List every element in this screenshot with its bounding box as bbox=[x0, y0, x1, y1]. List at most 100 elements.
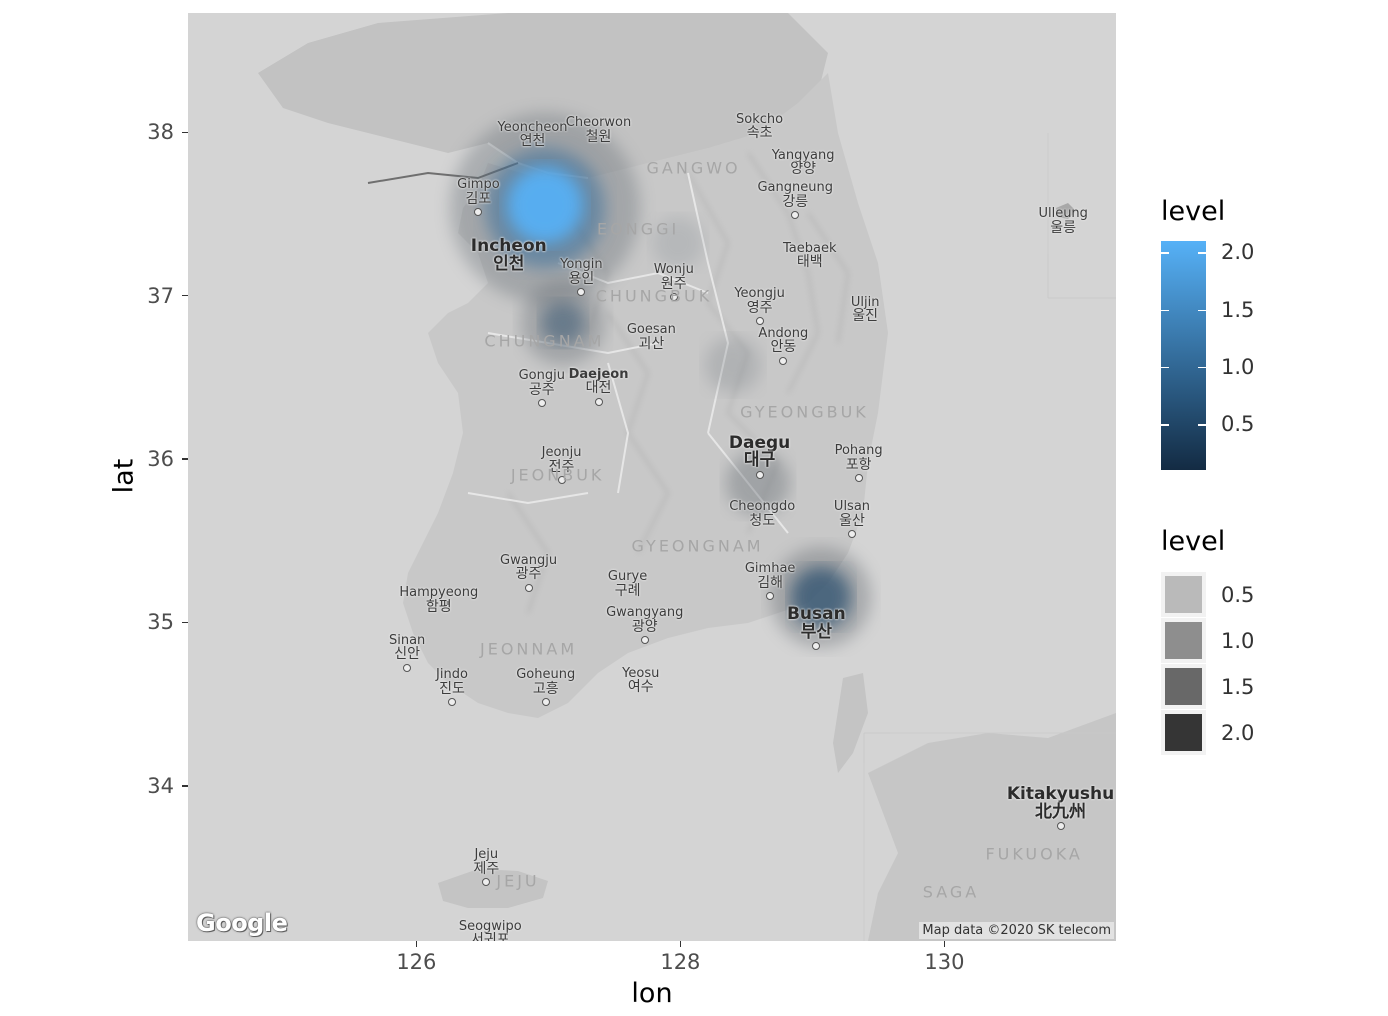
city-name-ko: 울릉 bbox=[1050, 220, 1077, 237]
city-name-ko: 제주 bbox=[473, 860, 500, 877]
region-label-jeonbuk: JEONBUK bbox=[510, 465, 605, 485]
city-name-ko: 양양 bbox=[790, 161, 817, 178]
city-name-en: Sokcho bbox=[736, 111, 784, 127]
city-label-jeonju: Jeonju 전주 bbox=[542, 446, 582, 474]
city-name-ko: 구례 bbox=[614, 582, 641, 599]
city-label-gurye: Gurye 구례 bbox=[608, 570, 647, 598]
city-name-en: Taebaek bbox=[782, 240, 837, 256]
city-name-en: Gurye bbox=[607, 569, 648, 585]
city-name-ko: 신안 bbox=[394, 646, 420, 663]
legend-colorbar bbox=[1161, 241, 1206, 470]
city-marker-icon bbox=[1056, 821, 1065, 830]
city-name-ko: 김해 bbox=[757, 574, 784, 591]
region-label-gyeongnam: GYEONGNAM bbox=[631, 536, 764, 556]
colorbar-label: 0.5 bbox=[1221, 412, 1255, 437]
city-label-busan: Busan 부산 bbox=[787, 605, 846, 642]
city-name-ko: 철원 bbox=[585, 128, 612, 145]
city-marker-icon bbox=[537, 399, 546, 408]
city-label-yongin: Yongin 용인 bbox=[560, 258, 603, 286]
city-name-ko: 공주 bbox=[528, 381, 555, 398]
city-name-en: Ulsan bbox=[833, 498, 871, 514]
x-tick bbox=[943, 941, 946, 947]
city-name-en: Andong bbox=[758, 325, 809, 341]
city-name-en: Goheung bbox=[516, 667, 576, 683]
city-marker-icon bbox=[557, 475, 566, 484]
city-name-ko: 광양 bbox=[631, 618, 658, 635]
city-label-gwangyang: Gwangyang 광양 bbox=[606, 606, 683, 634]
city-label-sinan: Sinan 신안 bbox=[389, 634, 425, 662]
city-name-ko: 태백 bbox=[796, 254, 823, 271]
city-name-ko: 고흥 bbox=[532, 680, 559, 697]
city-marker-icon bbox=[766, 591, 775, 600]
y-tick-label: 37 bbox=[147, 283, 174, 308]
city-name-en: Wonju bbox=[653, 261, 694, 277]
y-tick-label: 36 bbox=[147, 447, 174, 472]
x-tick-label: 126 bbox=[396, 950, 437, 974]
region-label-chungnam: CHUNGNAM bbox=[484, 331, 605, 351]
city-marker-icon bbox=[474, 208, 483, 216]
city-name-ko: 강릉 bbox=[782, 193, 809, 210]
city-name-en: Yeoncheon bbox=[497, 119, 568, 135]
city-label-goesan: Goesan 괴산 bbox=[627, 323, 676, 351]
city-label-yeosu: Yeosu 여수 bbox=[622, 665, 660, 695]
city-label-jeju: Jeju 제주 bbox=[473, 848, 499, 876]
city-label-kitakyushu: Kitakyushu 北九州 bbox=[1006, 783, 1115, 822]
city-name-ko: 원주 bbox=[660, 275, 687, 292]
land-tsushima bbox=[833, 673, 868, 773]
city-name-en: Gongju bbox=[518, 368, 565, 384]
city-label-sokcho: Sokcho 속초 bbox=[736, 113, 783, 141]
alpha-legend-swatch bbox=[1165, 714, 1202, 751]
alpha-legend-label: 0.5 bbox=[1221, 583, 1255, 607]
city-name-en: Pohang bbox=[834, 443, 883, 459]
colorbar-tick bbox=[1198, 366, 1206, 369]
density-andong bbox=[705, 337, 761, 393]
map-panel: Yeoncheon 연천 Cheorwon 철원 Sokcho 속초 Yangyang 양양 G… bbox=[188, 13, 1116, 941]
city-label-cheongdo: Cheongdo 청도 bbox=[729, 500, 795, 528]
alpha-legend-label: 1.0 bbox=[1221, 629, 1255, 653]
city-label-uljin: Uljin 울진 bbox=[851, 295, 880, 324]
city-name-ko: 北九州 bbox=[1035, 801, 1087, 822]
city-marker-icon bbox=[847, 529, 856, 538]
colorbar-tick bbox=[1161, 252, 1169, 254]
colorbar-tick bbox=[1161, 309, 1169, 312]
city-label-ulsan: Ulsan 울산 bbox=[834, 500, 870, 528]
city-name-en: Jindo bbox=[436, 667, 468, 683]
city-name-en: Yeosu bbox=[622, 665, 660, 681]
google-logo: Google bbox=[196, 909, 288, 937]
alpha-legend-key bbox=[1161, 618, 1206, 663]
city-label-ulleung: Ulleung 울릉 bbox=[1038, 207, 1087, 235]
x-axis-title: lon bbox=[631, 978, 673, 1009]
alpha-legend-key bbox=[1161, 664, 1206, 709]
city-name-ko: 부산 bbox=[800, 621, 832, 642]
city-label-wonju: Wonju 원주 bbox=[654, 263, 694, 291]
city-marker-icon bbox=[640, 636, 649, 645]
city-name-en: Gimpo bbox=[457, 177, 500, 192]
y-tick-label: 38 bbox=[147, 120, 174, 145]
city-marker-icon bbox=[541, 698, 550, 707]
city-label-yangyang: Yangyang 양양 bbox=[772, 148, 835, 178]
x-tick bbox=[415, 941, 418, 947]
city-name-en: Gwangyang bbox=[606, 605, 684, 621]
city-name-en: Jeju bbox=[474, 846, 499, 862]
city-name-en: Daegu bbox=[728, 432, 791, 453]
x-tick bbox=[679, 941, 682, 947]
city-name-ko: 광주 bbox=[515, 566, 542, 583]
region-label-gangwo: GANGWO bbox=[646, 158, 741, 178]
city-label-gimpo: Gimpo 김포 bbox=[457, 178, 500, 206]
city-label-yeoncheon: Yeoncheon 연천 bbox=[498, 121, 568, 149]
land-ulleung bbox=[1056, 203, 1076, 219]
city-label-gongju: Gongju 공주 bbox=[519, 369, 565, 397]
x-tick-label: 128 bbox=[660, 950, 701, 974]
city-name-en: Sinan bbox=[388, 632, 426, 648]
city-name-ko: 함평 bbox=[425, 599, 452, 616]
colorbar-tick bbox=[1161, 366, 1169, 369]
colorbar-label: 1.5 bbox=[1221, 297, 1255, 322]
region-label-fukuoka: FUKUOKA bbox=[985, 844, 1083, 864]
city-name-ko: 연천 bbox=[519, 133, 546, 150]
city-name-en: Kitakyushu bbox=[1006, 783, 1115, 804]
city-name-ko: 대구 bbox=[743, 450, 776, 471]
city-name-en: Cheongdo bbox=[729, 498, 796, 514]
alpha-legend-swatch bbox=[1165, 576, 1202, 613]
city-name-ko: 김포 bbox=[465, 190, 492, 207]
city-name-ko: 진도 bbox=[439, 680, 465, 697]
